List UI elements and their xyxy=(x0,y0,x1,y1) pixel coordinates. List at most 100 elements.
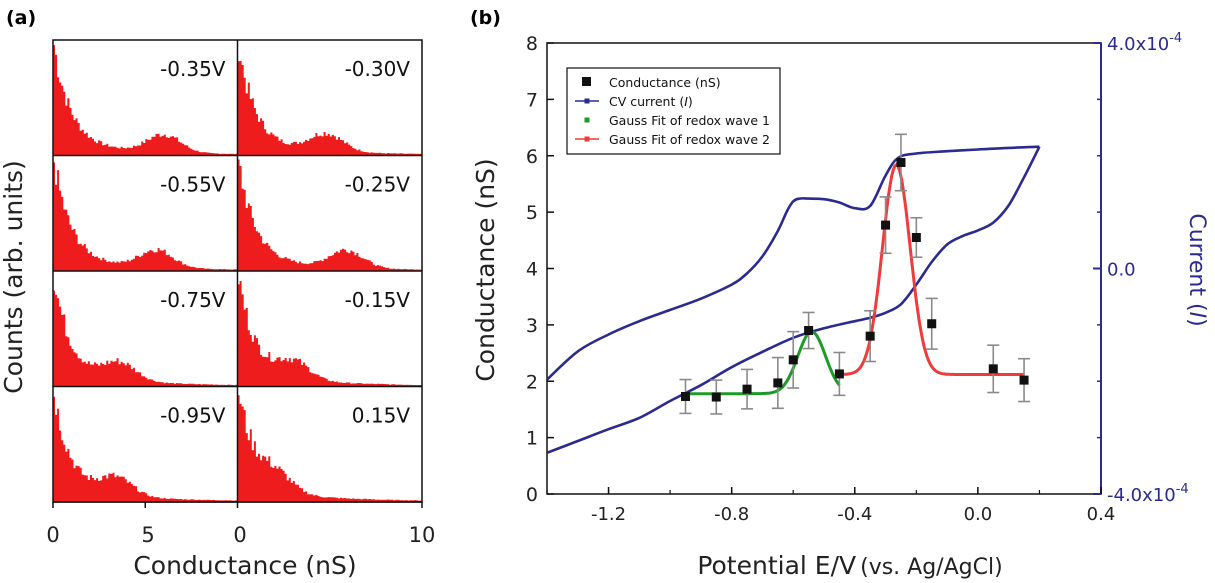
conductance-point xyxy=(741,368,754,410)
conductance-point xyxy=(787,330,800,389)
conductance-point xyxy=(802,311,815,350)
cv-x-tick-label: -0.8 xyxy=(714,504,749,525)
conductance-marker xyxy=(927,319,937,329)
histogram-panel: -0.55V xyxy=(53,162,238,272)
histogram-potential-label: -0.55V xyxy=(160,173,226,197)
conductance-marker xyxy=(834,369,844,379)
histogram-panel: 0.15V xyxy=(237,395,422,503)
histogram-x-tick-0: 0 xyxy=(46,523,59,547)
legend-dot xyxy=(584,98,590,104)
histogram-x-tick-3: 10 xyxy=(409,523,436,547)
conductance-point xyxy=(1018,357,1031,403)
conductance-marker xyxy=(711,392,721,402)
histogram-panel: -0.30V xyxy=(237,57,422,157)
legend-dot xyxy=(584,117,590,123)
conductance-point xyxy=(987,344,1000,394)
conductance-point xyxy=(833,351,846,397)
conductance-marker xyxy=(881,220,891,230)
histogram-bars xyxy=(237,281,422,387)
legend-label: Conductance (nS) xyxy=(609,75,721,90)
histogram-panel: -0.95V xyxy=(53,396,238,503)
legend-label: Gauss Fit of redox wave 1 xyxy=(609,113,770,128)
histogram-potential-label: 0.15V xyxy=(352,404,411,428)
cv-y2-tick-label: 0.0 xyxy=(1107,260,1136,281)
cv-y2-tick-label: -4.0x10-4 xyxy=(1107,482,1189,506)
cv-current-lower-branch xyxy=(547,146,1041,455)
legend-label: Gauss Fit of redox wave 2 xyxy=(609,132,770,147)
conductance-point xyxy=(710,379,723,415)
histogram-grid: -0.35V -0.30V -0.55V -0.25V -0.75V -0.15V -0.9… xyxy=(52,39,423,508)
histogram-panel: -0.75V xyxy=(53,288,238,388)
histogram-potential-label: -0.75V xyxy=(160,288,226,312)
histogram-potential-label: -0.25V xyxy=(345,173,411,197)
conductance-point xyxy=(879,196,892,255)
histogram-panel: -0.15V xyxy=(237,281,422,388)
conductance-marker xyxy=(681,391,690,401)
conductance-point xyxy=(925,297,938,350)
histogram-x-tick-1: 5 xyxy=(141,523,154,547)
cv-y-tick-label: 1 xyxy=(526,428,538,450)
conductance-point xyxy=(679,378,692,415)
cv-y-tick-label: 3 xyxy=(526,315,538,337)
legend-label: CV current (I) xyxy=(609,94,693,109)
cv-x-axis-label: Potential E/V (vs. Ag/AgCl) xyxy=(697,551,1002,580)
histogram-panel: -0.25V xyxy=(237,159,422,272)
conductance-marker xyxy=(988,364,998,374)
legend-box xyxy=(566,67,781,155)
conductance-point xyxy=(864,309,877,363)
histogram-potential-label: -0.15V xyxy=(345,288,411,312)
cv-y2-axis-label: Current (I) xyxy=(1184,213,1209,326)
legend-marker-conductance xyxy=(582,77,591,86)
histogram-potential-label: -0.30V xyxy=(345,57,411,81)
panel-label-a: (a) xyxy=(6,7,36,29)
histogram-bars xyxy=(53,290,238,387)
histogram-bars xyxy=(53,162,238,271)
histogram-potential-label: -0.95V xyxy=(160,404,226,428)
cv-x-tick-label: -0.4 xyxy=(837,504,872,525)
cv-y-tick-label: 6 xyxy=(526,146,538,168)
cv-y-tick-label: 8 xyxy=(526,33,538,55)
cv-y-tick-label: 2 xyxy=(526,371,538,393)
cv-x-tick-label: 0.4 xyxy=(1087,504,1116,525)
conductance-marker xyxy=(911,232,921,242)
cv-plot: -1.2 -0.8 -0.4 0.0 0.4 0 1 2 3 4 5 6 7 8 -4.0x10-4 0.0 4… xyxy=(526,31,1189,525)
cv-x-tick-label: -1.2 xyxy=(591,504,626,525)
legend-symbol xyxy=(584,117,590,123)
conductance-marker xyxy=(896,158,906,168)
histogram-bars xyxy=(237,395,422,502)
histogram-bars xyxy=(53,396,238,502)
conductance-marker xyxy=(788,355,798,365)
legend-symbol xyxy=(575,98,599,104)
histogram-x-axis-label: Conductance (nS) xyxy=(133,551,356,580)
conductance-point xyxy=(771,356,784,410)
cv-y2-tick-label: 4.0x10-4 xyxy=(1107,31,1182,55)
histogram-bars xyxy=(53,45,238,156)
cv-x-tick-label: 0.0 xyxy=(964,504,993,525)
cv-y-axis-label: Conductance (nS) xyxy=(471,158,500,381)
conductance-marker xyxy=(742,384,752,394)
cv-x-axis-label-main: Potential E/V xyxy=(697,551,856,580)
cv-y-tick-label: 7 xyxy=(526,89,538,111)
histogram-y-axis-label: Counts (arb. units) xyxy=(0,160,28,394)
conductance-point xyxy=(910,216,923,259)
cv-curves xyxy=(547,145,1041,455)
cv-legend: Conductance (nS) CV current (I) Gauss Fit … xyxy=(566,67,781,155)
histogram-panel: -0.35V xyxy=(53,45,238,157)
histogram-bars xyxy=(237,159,422,271)
gauss-fit-wave-1 xyxy=(685,330,841,396)
legend-symbol xyxy=(582,77,591,86)
conductance-marker xyxy=(1019,375,1029,385)
cv-y-tick-label: 0 xyxy=(526,484,538,506)
cv-y-tick-label: 4 xyxy=(526,259,538,281)
conductance-marker xyxy=(804,326,814,336)
legend-dot xyxy=(584,136,590,142)
histogram-x-tick-2: 0 xyxy=(233,523,246,547)
panel-label-b: (b) xyxy=(470,7,501,29)
histogram-potential-label: -0.35V xyxy=(160,57,226,81)
cv-y-tick-label: 5 xyxy=(526,202,538,224)
histogram-bars xyxy=(237,60,422,156)
conductance-marker xyxy=(865,331,875,341)
legend-symbol xyxy=(575,136,599,142)
conductance-point xyxy=(894,133,907,192)
